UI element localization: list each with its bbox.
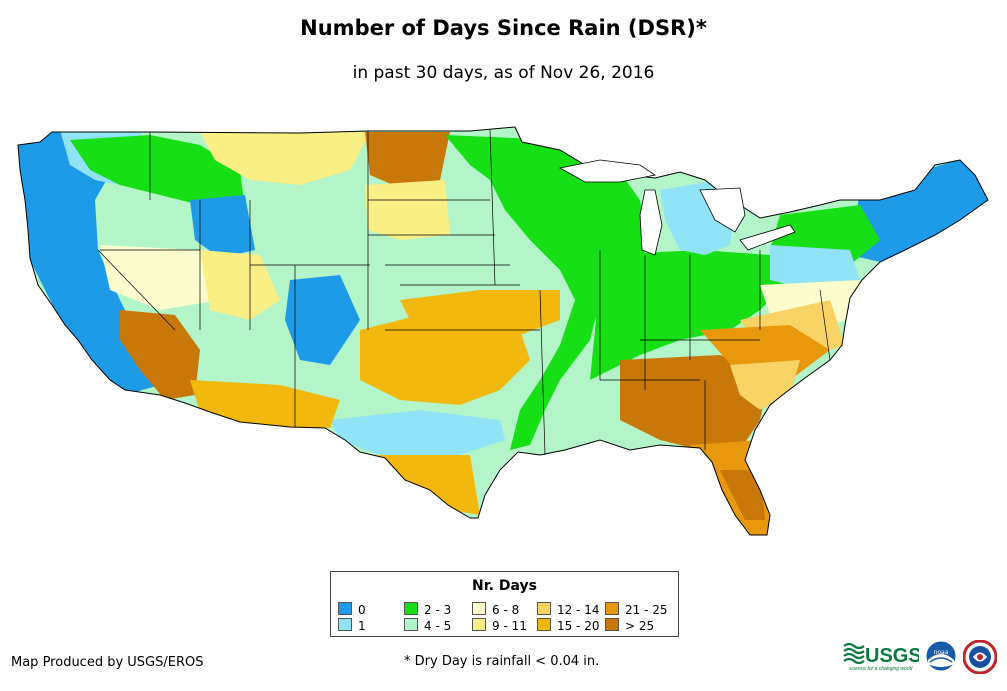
legend: Nr. Days 0 1 2 - 3 4 - 5 6 - 8 9 - 11 12… [330, 571, 679, 637]
region-utah-yellow [200, 250, 280, 320]
legend-swatch [472, 602, 486, 615]
legend-item-9: > 25 [605, 618, 655, 633]
dsr-regions [18, 130, 988, 535]
region-north-central-green [445, 135, 650, 450]
usgs-tagline: science for a changing world [849, 666, 913, 672]
legend-swatch [537, 618, 551, 631]
region-south-texas-orange [370, 455, 480, 515]
region-nv-yellow [100, 245, 220, 310]
lake-erie [739, 224, 796, 251]
legend-label: 4 - 5 [424, 619, 452, 633]
legend-swatch [338, 602, 352, 615]
legend-label: > 25 [625, 619, 655, 633]
noaa-logo: noaa [925, 640, 957, 672]
legend-swatch [537, 602, 551, 615]
legend-label: 15 - 20 [557, 619, 600, 633]
nws-logo [963, 640, 997, 674]
region-texas-1 [330, 410, 505, 455]
map-subtitle: in past 30 days, as of Nov 26, 2016 [352, 63, 655, 83]
lake-michigan [639, 189, 663, 256]
region-wyoming-yellow [365, 180, 450, 240]
legend-label: 0 [358, 603, 366, 617]
region-northeast-0 [850, 150, 988, 262]
legend-swatch [605, 618, 619, 631]
legend-swatch [404, 602, 418, 615]
credit-text: Map Produced by USGS/EROS [11, 655, 204, 670]
region-sw-gt25 [120, 310, 200, 400]
lake-superior [558, 159, 657, 183]
legend-item-7: 15 - 20 [537, 618, 600, 633]
footnote-text: * Dry Day is rainfall < 0.04 in. [404, 654, 600, 669]
map-title: Number of Days Since Rain (DSR)* [300, 16, 707, 40]
legend-item-5: 9 - 11 [472, 618, 527, 633]
legend-swatch [472, 618, 486, 631]
region-kansas-orange [400, 290, 560, 335]
legend-label: 1 [358, 619, 366, 633]
legend-label: 12 - 14 [557, 603, 600, 617]
noaa-logo-text: noaa [934, 649, 949, 656]
state-boundaries [97, 129, 831, 456]
lake-huron [699, 187, 746, 233]
legend-swatch [404, 618, 418, 631]
usgs-logo: USGS science for a changing world [843, 642, 919, 672]
region-florida-gt25 [720, 470, 765, 520]
legend-label: 6 - 8 [492, 603, 520, 617]
legend-item-3: 4 - 5 [404, 618, 452, 633]
region-sw-15-20 [190, 380, 340, 428]
legend-swatch [605, 602, 619, 615]
region-pa-1 [770, 245, 860, 290]
legend-item-1: 1 [338, 618, 366, 633]
us-dsr-map [17, 126, 989, 536]
usgs-logo-text: USGS [865, 645, 919, 667]
legend-title: Nr. Days [472, 578, 537, 594]
region-montana-yellow [200, 132, 370, 185]
legend-label: 21 - 25 [625, 603, 668, 617]
legend-item-4: 6 - 8 [472, 602, 520, 617]
region-idaho-0 [190, 195, 255, 258]
legend-label: 9 - 11 [492, 619, 527, 633]
region-colorado-0 [285, 275, 360, 365]
legend-label: 2 - 3 [424, 603, 452, 617]
legend-item-6: 12 - 14 [537, 602, 600, 617]
legend-swatch [338, 618, 352, 631]
legend-item-0: 0 [338, 602, 366, 617]
region-nw-green [70, 135, 245, 210]
region-montana-orange [365, 132, 450, 188]
legend-item-2: 2 - 3 [404, 602, 452, 617]
legend-item-8: 21 - 25 [605, 602, 668, 617]
region-southeast-gt25 [620, 355, 770, 450]
